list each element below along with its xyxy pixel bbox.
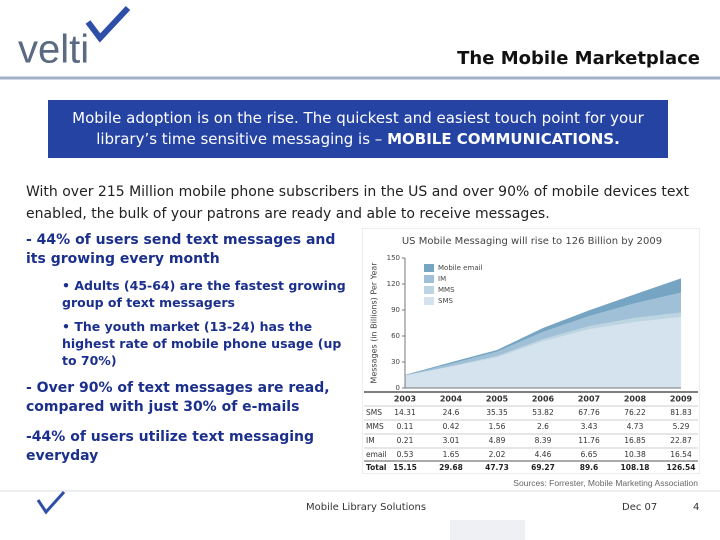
table-cell: 76.22: [624, 408, 646, 417]
footer-center: Mobile Library Solutions: [306, 502, 427, 513]
row-label: IM: [366, 436, 375, 445]
area: [405, 278, 681, 376]
footer-logo: [36, 490, 66, 515]
table-total: 89.6: [580, 463, 599, 472]
year-label: 2006: [532, 395, 555, 404]
table-total: 47.73: [485, 463, 509, 472]
table-cell: 3.43: [581, 422, 598, 431]
year-label: 2005: [486, 395, 509, 404]
table-cell: 8.39: [535, 436, 552, 445]
footer-page: 4: [693, 502, 700, 513]
legend-label: Mobile email: [438, 264, 483, 272]
row-label: Total: [366, 463, 387, 472]
table-cell: 4.89: [489, 436, 506, 445]
table-cell: 4.73: [627, 422, 644, 431]
logo-check: [85, 5, 131, 43]
table-cell: 81.83: [670, 408, 692, 417]
table-cell: 16.54: [670, 450, 692, 459]
table-cell: 14.31: [394, 408, 416, 417]
banner-emphasis: MOBILE COMMUNICATIONS.: [387, 130, 620, 148]
table-cell: 24.6: [443, 408, 460, 417]
area: [405, 292, 681, 376]
footer-date: Dec 07: [622, 502, 658, 513]
table-cell: 2.6: [537, 422, 549, 431]
legend-label: IM: [438, 275, 446, 283]
footer-tab: [450, 520, 525, 540]
row-label: MMS: [366, 422, 384, 431]
year-label: 2008: [624, 395, 647, 404]
table-cell: 0.11: [397, 422, 414, 431]
legend-label: SMS: [438, 297, 453, 305]
y-tick-label: 30: [391, 358, 400, 366]
table-total: 108.18: [621, 463, 650, 472]
table-cell: 11.76: [578, 436, 600, 445]
sub-point: • Adults (45-64) are the fastest growing…: [62, 278, 346, 310]
point: - 44% of users send text messages and it…: [26, 232, 336, 267]
logo: velti: [18, 28, 89, 72]
intro: With over 215 Million mobile phone subsc…: [26, 184, 689, 222]
table-cell: 0.42: [443, 422, 460, 431]
legend-swatch: [424, 264, 434, 272]
table-cell: 10.38: [624, 450, 646, 459]
y-tick-label: 0: [396, 384, 400, 392]
sub-point: • The youth market (13-24) has the highe…: [62, 319, 342, 368]
table-cell: 4.46: [535, 450, 552, 459]
table-cell: 2.02: [489, 450, 506, 459]
legend-swatch: [424, 275, 434, 283]
table-cell: 1.65: [443, 450, 460, 459]
y-tick-label: 120: [387, 280, 400, 288]
y-tick-label: 150: [387, 254, 400, 262]
table-cell: 5.29: [673, 422, 690, 431]
legend-swatch: [424, 286, 434, 294]
table-cell: 22.87: [670, 436, 692, 445]
row-label: email: [366, 450, 387, 459]
table-cell: 67.76: [578, 408, 600, 417]
year-label: 2009: [670, 395, 693, 404]
table-cell: 0.21: [397, 436, 414, 445]
banner: Mobile adoption is on the rise. The quic…: [48, 100, 668, 158]
year-label: 2003: [394, 395, 416, 404]
point: - Over 90% of text messages are read, co…: [26, 380, 330, 415]
header-graphics: velti: [0, 5, 720, 80]
area: [405, 317, 681, 388]
footer-graphics: [0, 490, 720, 540]
y-tick-label: 60: [391, 332, 400, 340]
year-label: 2004: [440, 395, 463, 404]
year-label: 2007: [578, 395, 600, 404]
legend-label: MMS: [438, 286, 455, 294]
area: [405, 312, 681, 376]
slide-title: The Mobile Marketplace: [457, 48, 700, 69]
y-tick-label: 90: [391, 306, 400, 314]
legend-swatch: [424, 297, 434, 305]
table-cell: 1.56: [489, 422, 506, 431]
table-total: 69.27: [531, 463, 555, 472]
table-cell: 16.85: [624, 436, 646, 445]
table-cell: 0.53: [397, 450, 414, 459]
table-total: 15.15: [393, 463, 417, 472]
table-total: 29.68: [439, 463, 463, 472]
table-cell: 35.35: [486, 408, 508, 417]
table-total: 126.54: [667, 463, 696, 472]
banner-text: Mobile adoption is on the rise. The quic…: [72, 109, 644, 148]
chart: US Mobile Messaging will rise to 126 Bil…: [362, 228, 700, 474]
point: -44% of users utilize text messaging eve…: [26, 429, 315, 464]
table-cell: 6.65: [581, 450, 598, 459]
source: Sources: Forrester, Mobile Marketing Ass…: [513, 478, 698, 488]
chart-title: US Mobile Messaging will rise to 126 Bil…: [402, 236, 662, 247]
row-label: SMS: [366, 408, 382, 417]
y-axis-label: Messages (in Billions) Per Year: [370, 262, 379, 384]
table-cell: 53.82: [532, 408, 554, 417]
table-cell: 3.01: [443, 436, 460, 445]
